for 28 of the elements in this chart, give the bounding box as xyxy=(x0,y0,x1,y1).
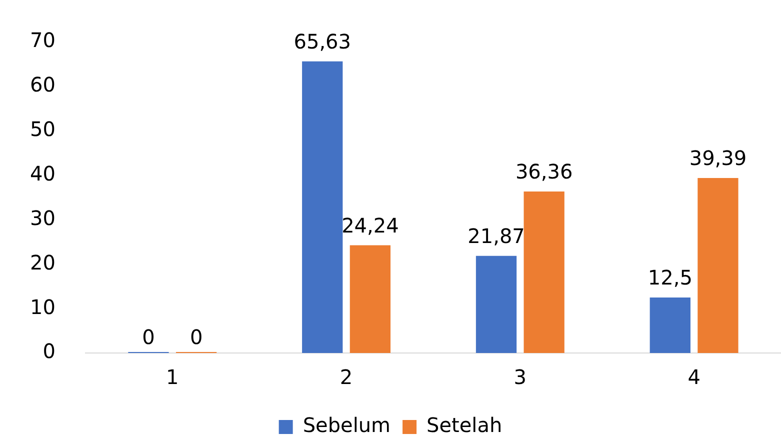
legend-label: Setelah xyxy=(426,413,502,438)
legend-label: Sebelum xyxy=(302,413,391,438)
x-tick-label: 4 xyxy=(688,365,700,390)
data-label: 39,39 xyxy=(689,146,747,170)
bar xyxy=(524,191,564,353)
x-tick-label: 2 xyxy=(340,365,353,390)
data-label: 36,36 xyxy=(515,160,573,184)
data-label: 12,5 xyxy=(648,266,692,290)
data-label: 0 xyxy=(190,325,203,350)
bar xyxy=(476,256,517,353)
y-tick-label: 0 xyxy=(42,339,56,364)
y-tick-label: 20 xyxy=(30,250,56,274)
data-label: 65,63 xyxy=(294,30,352,54)
bar xyxy=(650,297,690,353)
y-tick-label: 40 xyxy=(30,161,56,186)
x-tick-label: 1 xyxy=(166,365,179,390)
data-label: 0 xyxy=(142,325,155,350)
y-tick-label: 10 xyxy=(30,294,56,319)
y-tick-label: 30 xyxy=(30,206,56,230)
data-label: 21,87 xyxy=(468,224,525,248)
bar xyxy=(350,245,391,353)
y-tick-label: 50 xyxy=(30,117,56,142)
y-tick-label: 70 xyxy=(30,28,56,52)
bar xyxy=(302,61,343,353)
x-tick-label: 3 xyxy=(514,365,527,390)
bar xyxy=(698,178,738,353)
y-tick-label: 60 xyxy=(30,72,56,97)
data-label: 24,24 xyxy=(342,214,399,238)
